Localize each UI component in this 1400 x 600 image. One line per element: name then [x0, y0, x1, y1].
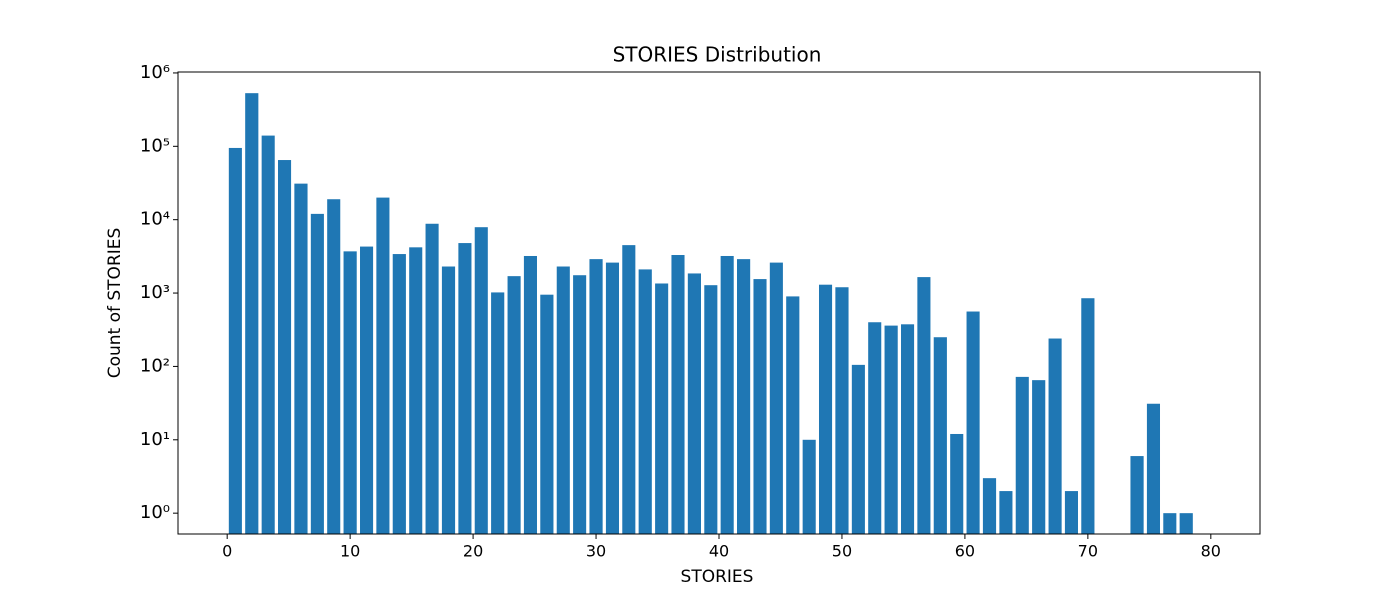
bar: [818, 284, 833, 534]
bar: [573, 275, 587, 534]
bar: [605, 262, 620, 534]
bar: [966, 311, 980, 534]
x-tick-label: 10: [340, 542, 360, 561]
bar: [589, 259, 603, 534]
y-tick-label: 10⁰: [140, 502, 170, 523]
bar: [1048, 338, 1062, 534]
bar: [277, 160, 292, 534]
bar: [556, 266, 570, 534]
bar: [704, 285, 718, 534]
bar: [753, 279, 767, 534]
bar: [1163, 513, 1177, 534]
x-tick-label: 60: [955, 542, 975, 561]
bar: [737, 259, 751, 534]
bar: [835, 287, 849, 534]
bar: [523, 255, 537, 534]
y-tick-label: 10³: [140, 282, 170, 303]
chart-title: STORIES Distribution: [613, 43, 822, 67]
bar: [851, 364, 865, 534]
x-tick-label: 0: [222, 542, 232, 561]
y-tick-label: 10¹: [140, 429, 170, 450]
x-tick-label: 30: [586, 542, 606, 561]
x-tick-label: 20: [463, 542, 483, 561]
bar: [638, 269, 652, 534]
bar: [360, 246, 374, 535]
bar: [228, 147, 242, 534]
bar: [769, 262, 783, 534]
bar: [540, 294, 554, 534]
bar: [491, 292, 505, 534]
bar: [687, 273, 701, 534]
bar: [655, 283, 669, 534]
bar: [802, 439, 816, 534]
bar: [441, 266, 456, 534]
x-tick-label: 80: [1201, 542, 1221, 561]
bar: [1081, 298, 1095, 534]
y-tick-label: 10⁶: [140, 62, 170, 83]
x-tick-label: 50: [832, 542, 852, 561]
bar: [982, 478, 997, 534]
bar: [1064, 491, 1078, 534]
bar: [343, 251, 357, 534]
bar: [474, 227, 488, 534]
bar: [671, 255, 685, 534]
bar: [1032, 380, 1046, 534]
y-tick-label: 10⁴: [140, 209, 170, 230]
bar: [294, 183, 308, 534]
bar: [392, 254, 406, 534]
bar: [245, 93, 259, 534]
y-axis-label: Count of STORIES: [105, 228, 125, 379]
bar: [1130, 456, 1144, 534]
bar: [310, 213, 324, 534]
bar: [409, 247, 423, 534]
bar: [933, 337, 947, 534]
bar: [868, 322, 882, 534]
bar: [425, 223, 439, 534]
bar: [622, 245, 636, 534]
bar: [376, 197, 390, 534]
bar: [1146, 403, 1161, 534]
bar: [786, 296, 800, 534]
bar: [720, 255, 734, 534]
bar: [950, 433, 964, 534]
bar: [261, 135, 275, 534]
bar: [458, 243, 472, 534]
plot-frame: [177, 71, 1261, 535]
bar: [1015, 376, 1029, 534]
bar: [901, 324, 915, 534]
bar: [1179, 513, 1193, 534]
bar: [507, 276, 521, 534]
bar: [917, 277, 931, 534]
bar: [327, 199, 341, 534]
x-tick-label: 40: [709, 542, 729, 561]
x-tick-label: 70: [1078, 542, 1098, 561]
y-tick-label: 10²: [140, 355, 170, 376]
y-tick-label: 10⁵: [140, 135, 170, 156]
bar: [999, 491, 1013, 534]
x-axis-label: STORIES: [681, 567, 754, 587]
bar: [884, 325, 898, 534]
